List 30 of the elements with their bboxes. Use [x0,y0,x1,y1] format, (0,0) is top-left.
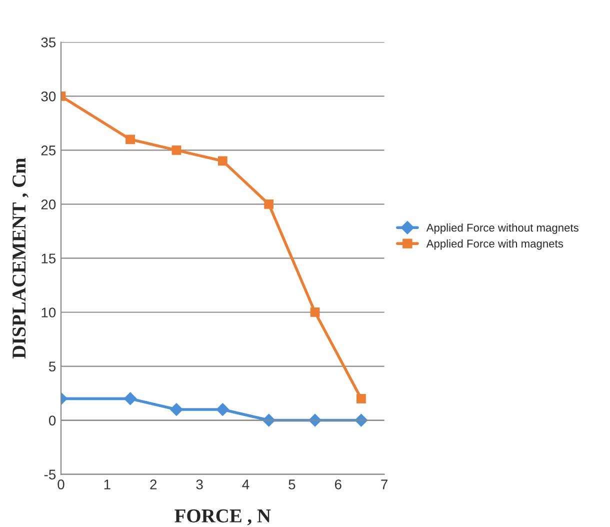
y-tick-label: 20 [41,200,56,210]
legend-label: Applied Force with magnets [426,239,564,250]
y-tick-label: 15 [42,254,56,264]
legend-label: Applied Force without magnets [426,223,578,234]
x-tick-label: 3 [196,480,203,490]
point [264,200,274,209]
x-tick-label: 4 [242,480,250,490]
x-tick-label: 7 [381,480,388,490]
point [216,403,230,416]
x-tick-label: 6 [334,480,342,490]
point [124,392,137,406]
point [170,403,183,416]
x-axis-title: FORCE , N [174,509,271,526]
y-tick-label: 30 [41,92,56,102]
point [172,146,182,155]
x-tick-label: 1 [104,480,110,490]
point [218,156,228,166]
x-tick-label: 5 [288,480,296,490]
x-tick-label: 0 [58,480,64,490]
y-tick-label: 35 [41,37,56,48]
y-tick-label: 0 [48,416,56,426]
y-tick-label: 5 [48,362,56,372]
y-tick-label: -5 [44,470,56,480]
point [356,394,366,404]
x-tick-label: 2 [150,480,157,490]
y-tick-label: 25 [41,146,56,156]
point [126,134,135,144]
y-axis-title: DISPLACEMENT , Cm [12,158,28,358]
y-tick-label: 10 [42,308,56,318]
point [310,308,320,317]
